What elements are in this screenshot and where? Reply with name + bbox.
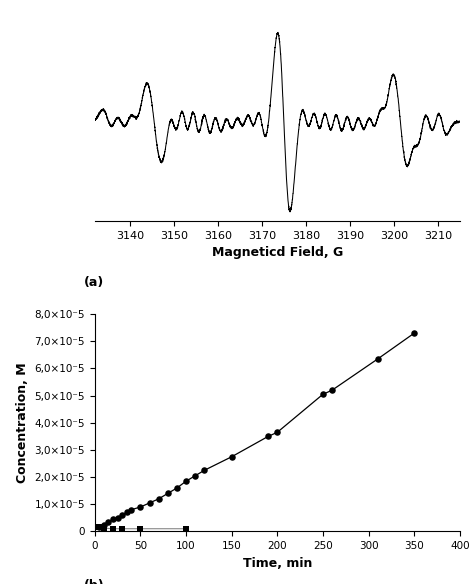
- Point: [201, 465, 208, 475]
- Point: [273, 427, 281, 437]
- Point: [410, 329, 418, 338]
- Point: [228, 452, 236, 461]
- Point: [146, 498, 153, 507]
- Point: [118, 510, 126, 520]
- Point: [155, 494, 163, 503]
- Point: [109, 515, 117, 524]
- Text: (a): (a): [84, 276, 104, 289]
- X-axis label: Time, min: Time, min: [243, 557, 312, 570]
- Point: [264, 432, 272, 441]
- Point: [100, 523, 108, 533]
- Point: [319, 390, 327, 399]
- Point: [109, 524, 117, 533]
- Point: [164, 489, 172, 498]
- Text: (b): (b): [84, 579, 104, 584]
- Point: [96, 523, 103, 532]
- Point: [114, 513, 121, 523]
- Y-axis label: Concentration, M: Concentration, M: [16, 363, 29, 483]
- Point: [137, 524, 144, 533]
- Point: [328, 385, 336, 395]
- Point: [105, 517, 112, 527]
- Point: [182, 477, 190, 486]
- Point: [118, 524, 126, 533]
- Point: [123, 507, 130, 517]
- Point: [137, 502, 144, 512]
- Point: [374, 354, 382, 364]
- X-axis label: Magneticd Field, G: Magneticd Field, G: [212, 246, 343, 259]
- Point: [173, 484, 181, 493]
- Point: [96, 523, 103, 532]
- Point: [128, 505, 135, 515]
- Point: [182, 524, 190, 533]
- Point: [100, 520, 108, 529]
- Point: [191, 471, 199, 481]
